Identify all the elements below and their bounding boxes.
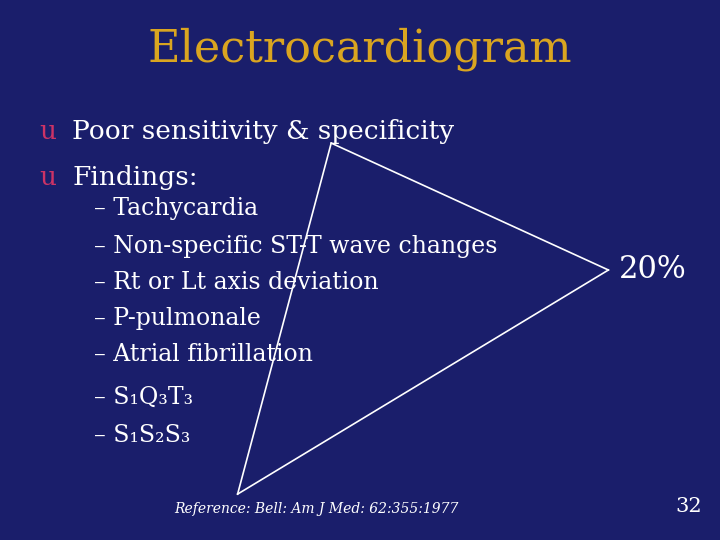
Text: – Atrial fibrillation: – Atrial fibrillation (94, 343, 312, 366)
Text: 20%: 20% (619, 254, 687, 286)
Text: – Tachycardia: – Tachycardia (94, 197, 258, 220)
Text: – P-pulmonale: – P-pulmonale (94, 307, 261, 330)
Text: Electrocardiogram: Electrocardiogram (148, 27, 572, 71)
Text: 32: 32 (675, 497, 702, 516)
Text: Reference: Bell: Am J Med: 62:355:1977: Reference: Bell: Am J Med: 62:355:1977 (175, 502, 459, 516)
Text: – Non-specific ST-T wave changes: – Non-specific ST-T wave changes (94, 235, 497, 258)
Text: – S₁S₂S₃: – S₁S₂S₃ (94, 424, 190, 447)
Text: u: u (40, 119, 57, 144)
Text: – Rt or Lt axis deviation: – Rt or Lt axis deviation (94, 271, 378, 294)
Text: Findings:: Findings: (72, 165, 197, 190)
Text: Poor sensitivity & specificity: Poor sensitivity & specificity (72, 119, 454, 144)
Text: u: u (40, 165, 57, 190)
Text: – S₁Q₃T₃: – S₁Q₃T₃ (94, 386, 193, 409)
